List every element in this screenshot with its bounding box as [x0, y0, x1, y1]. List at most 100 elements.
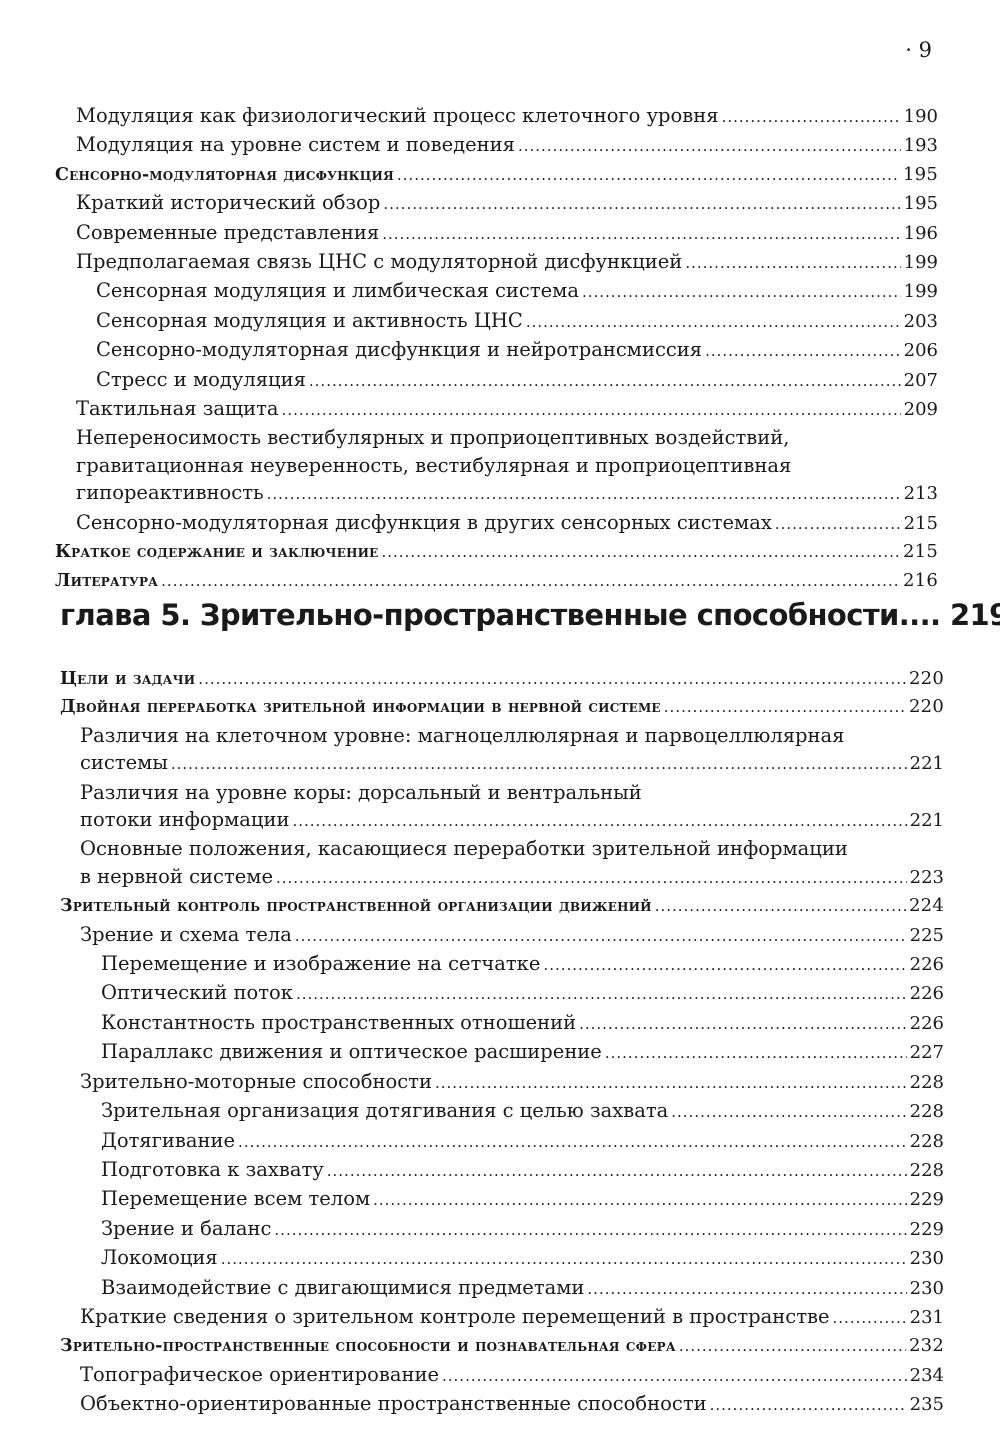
toc-entry-line: Зрение и баланс 229: [101, 1215, 944, 1244]
toc-section-entry: Цели и задачи 220: [0, 665, 944, 693]
dot-leader: [171, 751, 907, 778]
toc-entry: Различия на клеточном уровне: магноцеллю…: [0, 722, 944, 779]
toc-entry-line: Краткое содержание и заключение 215: [55, 538, 938, 566]
toc-entry-page: 230: [909, 1277, 944, 1299]
toc-entry: Предполагаемая связь ЦНС с модуляторной …: [0, 248, 938, 277]
toc-entry-title: Зрительная организация дотягивания с цел…: [101, 1099, 669, 1123]
dot-leader: [382, 221, 900, 248]
toc-entry-line: Модуляция как физиологический процесс кл…: [76, 102, 938, 131]
toc-entry-line: Сенсорно-модуляторная дисфункция 195: [55, 161, 938, 189]
toc-entry: Зрение и баланс 229: [0, 1215, 944, 1244]
dot-leader: [722, 104, 901, 131]
dot-leader: [587, 1276, 906, 1303]
dot-leader: [710, 1392, 907, 1419]
dot-leader: [292, 808, 906, 835]
dot-leader: [327, 1158, 907, 1185]
toc-entry: Современные представления 196: [0, 219, 938, 248]
toc-entry-line: Непереносимость вестибулярных и проприоц…: [76, 424, 938, 451]
dot-leader: [198, 666, 906, 693]
toc-entry-line: Цели и задачи 220: [60, 665, 944, 693]
dot-leader: [705, 338, 901, 365]
toc-entry-line: Краткие сведения о зрительном контроле п…: [80, 1303, 944, 1332]
toc-entry-title: Краткие сведения о зрительном контроле п…: [80, 1304, 830, 1328]
toc-section-entry: Краткое содержание и заключение 215: [0, 538, 938, 566]
dot-leader: [518, 133, 901, 160]
toc-entry: Параллакс движения и оптическое расширен…: [0, 1038, 944, 1067]
toc-entry-title: Краткий исторический обзор: [76, 191, 381, 215]
toc-entry-title: Сенсорно-модуляторная дисфункция в други…: [76, 510, 772, 534]
toc-entry-page: 215: [903, 512, 938, 534]
toc-entry: Зрительно-моторные способности 228: [0, 1068, 944, 1097]
toc-entry: Различия на уровне коры: дорсальный и ве…: [0, 779, 944, 836]
toc-entry-line: Объектно-ориентированные пространственны…: [80, 1390, 944, 1419]
toc-entry-title: Краткое содержание и заключение: [55, 542, 379, 563]
toc-entry-line: Основные положения, касающиеся переработ…: [80, 835, 944, 862]
toc-entry-page: 193: [903, 135, 938, 157]
dot-leader: [397, 162, 900, 189]
toc-entry-title: Константность пространственных отношений: [101, 1010, 577, 1034]
toc-entry-page: 229: [909, 1189, 944, 1211]
toc-entry-page: 228: [909, 1071, 944, 1093]
toc-entry-title: Сенсорно-модуляторная дисфункция и нейро…: [96, 338, 703, 362]
toc-entry-title: Стресс и модуляция: [96, 367, 306, 391]
toc-entry-line: Современные представления 196: [76, 219, 938, 248]
toc-list-part2: Цели и задачи 220 Двойная переработка зрит…: [0, 665, 1000, 1420]
toc-entry-line: гравитационная неуверенность, вестибуляр…: [76, 452, 938, 479]
toc-entry-page: 213: [903, 483, 938, 505]
dot-leader: [664, 694, 906, 721]
toc-entry-title: Дотягивание: [101, 1128, 236, 1152]
toc-entry-line: Сенсорно-модуляторная дисфункция и нейро…: [96, 336, 938, 365]
toc-entry-line: потоки информации 221: [80, 806, 944, 835]
toc-entry-page: 226: [909, 954, 944, 976]
dot-leader: [442, 1363, 907, 1390]
toc-entry-page: 227: [909, 1042, 944, 1064]
toc-entry-page: 231: [909, 1306, 944, 1328]
toc-entry-title: Подготовка к захвату: [101, 1157, 324, 1181]
dot-leader: [276, 865, 907, 892]
toc-entry-title: Объектно-ориентированные пространственны…: [80, 1392, 707, 1416]
dot-leader: [526, 309, 901, 336]
toc-entry-page: 215: [903, 541, 938, 563]
toc-entry: Краткие сведения о зрительном контроле п…: [0, 1303, 944, 1332]
toc-entry-title: Зрительно-моторные способности: [80, 1069, 432, 1093]
toc-entry-line: Оптический поток 226: [101, 979, 944, 1008]
toc-entry-title: Перемещение и изображение на сетчатке: [101, 952, 541, 976]
toc-entry-line: Константность пространственных отношений…: [101, 1009, 944, 1038]
toc-entry-page: 228: [909, 1101, 944, 1123]
toc-section-entry: Зрительно-пространственные способности и…: [0, 1332, 944, 1360]
dot-leader: [582, 279, 901, 306]
toc-entry-line: Модуляция на уровне систем и поведения 19…: [76, 131, 938, 160]
toc-entry-line: Стресс и модуляция 207: [96, 366, 938, 395]
toc-entry-page: 216: [903, 569, 938, 591]
toc-entry-title: Взаимодействие с двигающимися предметами: [101, 1275, 585, 1299]
toc-entry-title: Модуляция как физиологический процесс кл…: [76, 104, 719, 127]
toc-entry-line: Перемещение всем телом 229: [101, 1185, 944, 1214]
toc-entry-page: 225: [909, 924, 944, 946]
chapter-title: глава 5. Зрительно-пространственные спос…: [60, 598, 899, 632]
dot-leader: [655, 893, 906, 920]
toc-entry: Оптический поток 226: [0, 979, 944, 1008]
toc-entry-title: Двойная переработка зрительной информаци…: [60, 697, 661, 718]
toc-entry-line: системы 221: [80, 749, 944, 778]
toc-entry-title: Тактильная защита: [76, 397, 279, 421]
toc-entry-line: Зрение и схема тела 225: [80, 921, 944, 950]
dot-leader: [383, 191, 900, 218]
toc-entry-title: в нервной системе: [80, 864, 273, 888]
toc-entry-title: Параллакс движения и оптическое расширен…: [101, 1040, 602, 1064]
toc-entry-title: Современные представления: [76, 220, 380, 244]
toc-section-entry: Литература 216: [0, 567, 938, 595]
toc-entry-line: Перемещение и изображение на сетчатке 226: [101, 950, 944, 979]
dot-leader: [309, 368, 901, 395]
toc-entry-line: Зрительно-пространственные способности и…: [60, 1332, 944, 1360]
toc-entry-page: 196: [903, 222, 938, 244]
toc-entry-page: 228: [909, 1159, 944, 1181]
dot-leader: [543, 952, 906, 979]
toc-entry: Локомоция 230: [0, 1244, 944, 1273]
toc-entry: Константность пространственных отношений…: [0, 1009, 944, 1038]
toc-entry-page: 220: [909, 696, 944, 718]
toc-entry: Топографическое ориентирование 234: [0, 1361, 944, 1390]
toc-entry-title: Сенсорная модуляция и активность ЦНС: [96, 308, 523, 332]
toc-entry-page: 199: [903, 281, 938, 303]
chapter-page: 219: [949, 598, 1000, 632]
dot-leader: [295, 923, 907, 950]
